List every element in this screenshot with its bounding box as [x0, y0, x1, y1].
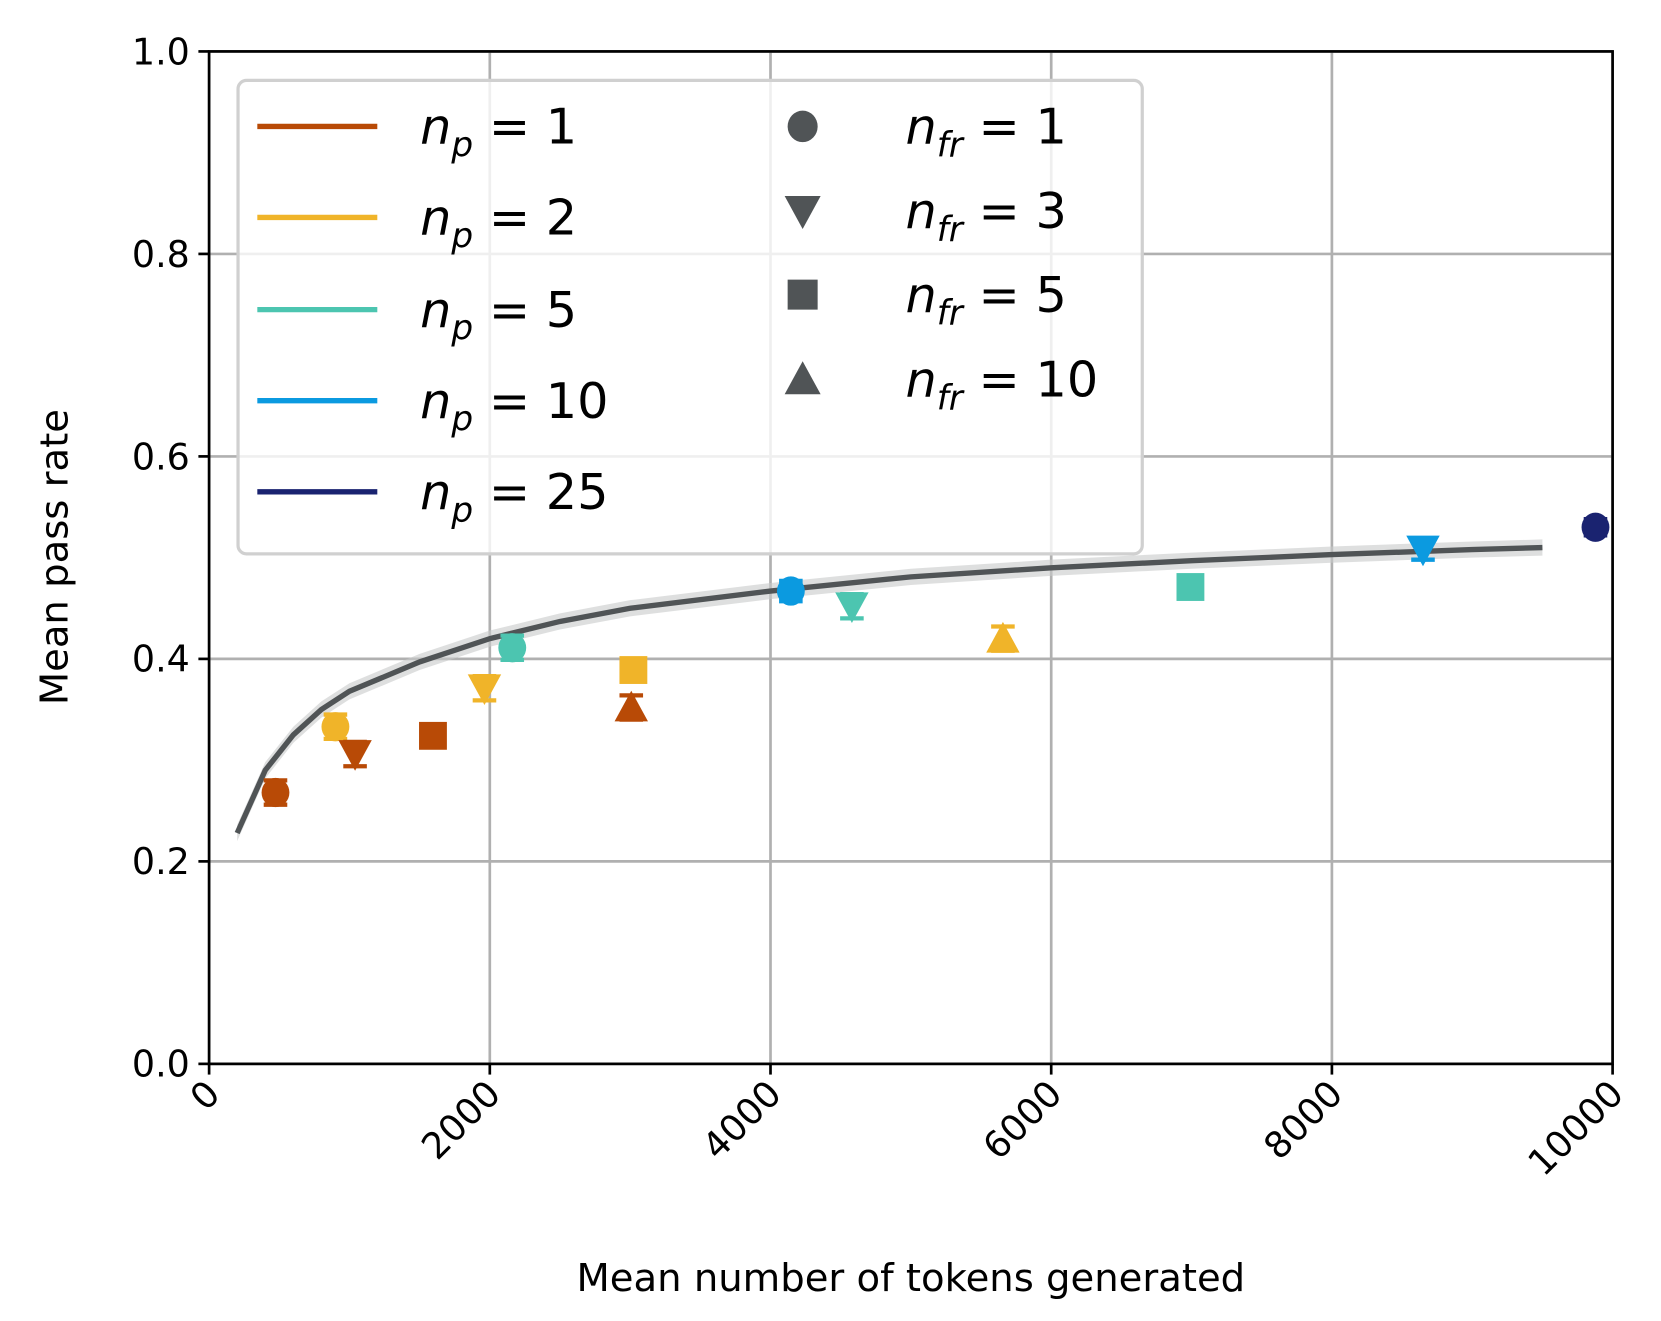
data-point [419, 721, 447, 750]
legend-eq: = [473, 463, 546, 521]
axes-frame [207, 50, 1614, 1066]
y-tick-label: 0.6 [132, 435, 190, 478]
legend-var: n [420, 98, 451, 156]
point-marker [467, 674, 502, 705]
fit-line [234, 544, 1543, 835]
legend-label-nfr-10: nfr = 10 [905, 350, 1098, 418]
legend-eq: = [963, 350, 1036, 408]
legend-sub: p [450, 309, 473, 349]
data-point [986, 621, 1020, 653]
x-tick-label: 6000 [974, 1072, 1070, 1168]
point-marker [1406, 535, 1440, 567]
point-marker [776, 576, 805, 606]
data-point [619, 656, 648, 684]
legend-label-nfr-5: nfr = 5 [905, 266, 1066, 334]
legend-sub: p [450, 491, 473, 531]
legend-var: n [420, 372, 451, 430]
legend-sub: fr [937, 125, 965, 165]
point-marker [498, 633, 527, 663]
legend-value: 1 [546, 98, 577, 156]
legend-marker-triangle-up-icon [784, 361, 821, 395]
data-point [261, 777, 290, 808]
legend-var: n [420, 463, 451, 521]
point-marker [261, 777, 290, 808]
point-marker [619, 656, 648, 684]
fit-curve [234, 539, 1543, 842]
legend-eq: = [473, 189, 546, 247]
legend-eq: = [963, 182, 1036, 240]
data-point [835, 591, 869, 623]
data-point [338, 739, 372, 771]
legend-value: 10 [1035, 350, 1098, 408]
legend-marker-circle-icon [787, 110, 818, 143]
legend-value: 2 [546, 189, 577, 247]
point-marker [321, 712, 350, 742]
legend-label-np-25: np = 25 [420, 463, 608, 531]
x-tick-label: 4000 [694, 1072, 790, 1168]
legend-var: n [420, 189, 451, 247]
point-marker [1176, 573, 1205, 601]
legend-var: n [905, 350, 936, 408]
legend-marker-triangle-down-icon [784, 196, 821, 230]
legend-var: n [420, 281, 451, 339]
y-axis-label: Mean pass rate [33, 409, 78, 705]
data-point [776, 576, 805, 606]
legend-label-nfr-1: nfr = 1 [905, 98, 1066, 166]
y-tick-label: 0.4 [132, 638, 190, 681]
x-tick-label: 10000 [1520, 1072, 1632, 1184]
legend-value: 5 [1035, 266, 1066, 324]
legend-eq: = [473, 281, 546, 339]
legend-sub: p [450, 400, 473, 440]
legend-value: 3 [1035, 182, 1066, 240]
legend-sub: fr [937, 210, 965, 250]
y-tick-label: 1.0 [132, 30, 190, 73]
legend-eq: = [963, 98, 1036, 156]
legend-label-np-10: np = 10 [420, 372, 608, 440]
legend-sub: fr [937, 378, 965, 418]
data-point [1406, 535, 1440, 567]
data-point [498, 633, 527, 663]
y-tick-label: 0.0 [132, 1043, 190, 1086]
x-axis-label: Mean number of tokens generated [577, 1256, 1246, 1301]
legend-eq: = [473, 98, 546, 156]
data-points [261, 512, 1610, 808]
point-marker [614, 690, 648, 722]
x-tick-label: 2000 [413, 1072, 509, 1168]
legend-value: 5 [546, 281, 577, 339]
data-point [614, 690, 648, 722]
legend-label-nfr-3: nfr = 3 [905, 182, 1066, 250]
legend-sub: fr [937, 294, 965, 334]
data-point [321, 712, 350, 742]
confidence-band [237, 539, 1543, 842]
data-point [467, 673, 502, 705]
legend-label-np-2: np = 2 [420, 189, 577, 257]
y-tick-label: 0.2 [132, 840, 190, 883]
legend-label-np-1: np = 1 [420, 98, 577, 166]
legend-sub: p [450, 125, 473, 165]
data-point [1581, 512, 1610, 542]
legend-var: n [905, 266, 936, 324]
x-tick-label: 8000 [1255, 1072, 1351, 1168]
y-tick-label: 0.8 [132, 233, 190, 276]
point-marker [1581, 512, 1610, 542]
point-marker [835, 592, 869, 623]
legend-eq: = [473, 372, 546, 430]
legend-var: n [905, 182, 936, 240]
legend-sub: p [450, 216, 473, 256]
data-point [1176, 573, 1205, 601]
legend-value: 1 [1035, 98, 1066, 156]
legend-value: 25 [546, 463, 609, 521]
legend-value: 10 [546, 372, 609, 430]
legend-box [236, 78, 1144, 556]
legend-var: n [905, 98, 936, 156]
legend-marker-square-icon [787, 279, 818, 310]
legend-eq: = [963, 266, 1036, 324]
point-marker [419, 721, 447, 750]
point-marker [986, 621, 1020, 653]
legend-label-np-5: np = 5 [420, 281, 577, 349]
point-marker [338, 740, 372, 771]
